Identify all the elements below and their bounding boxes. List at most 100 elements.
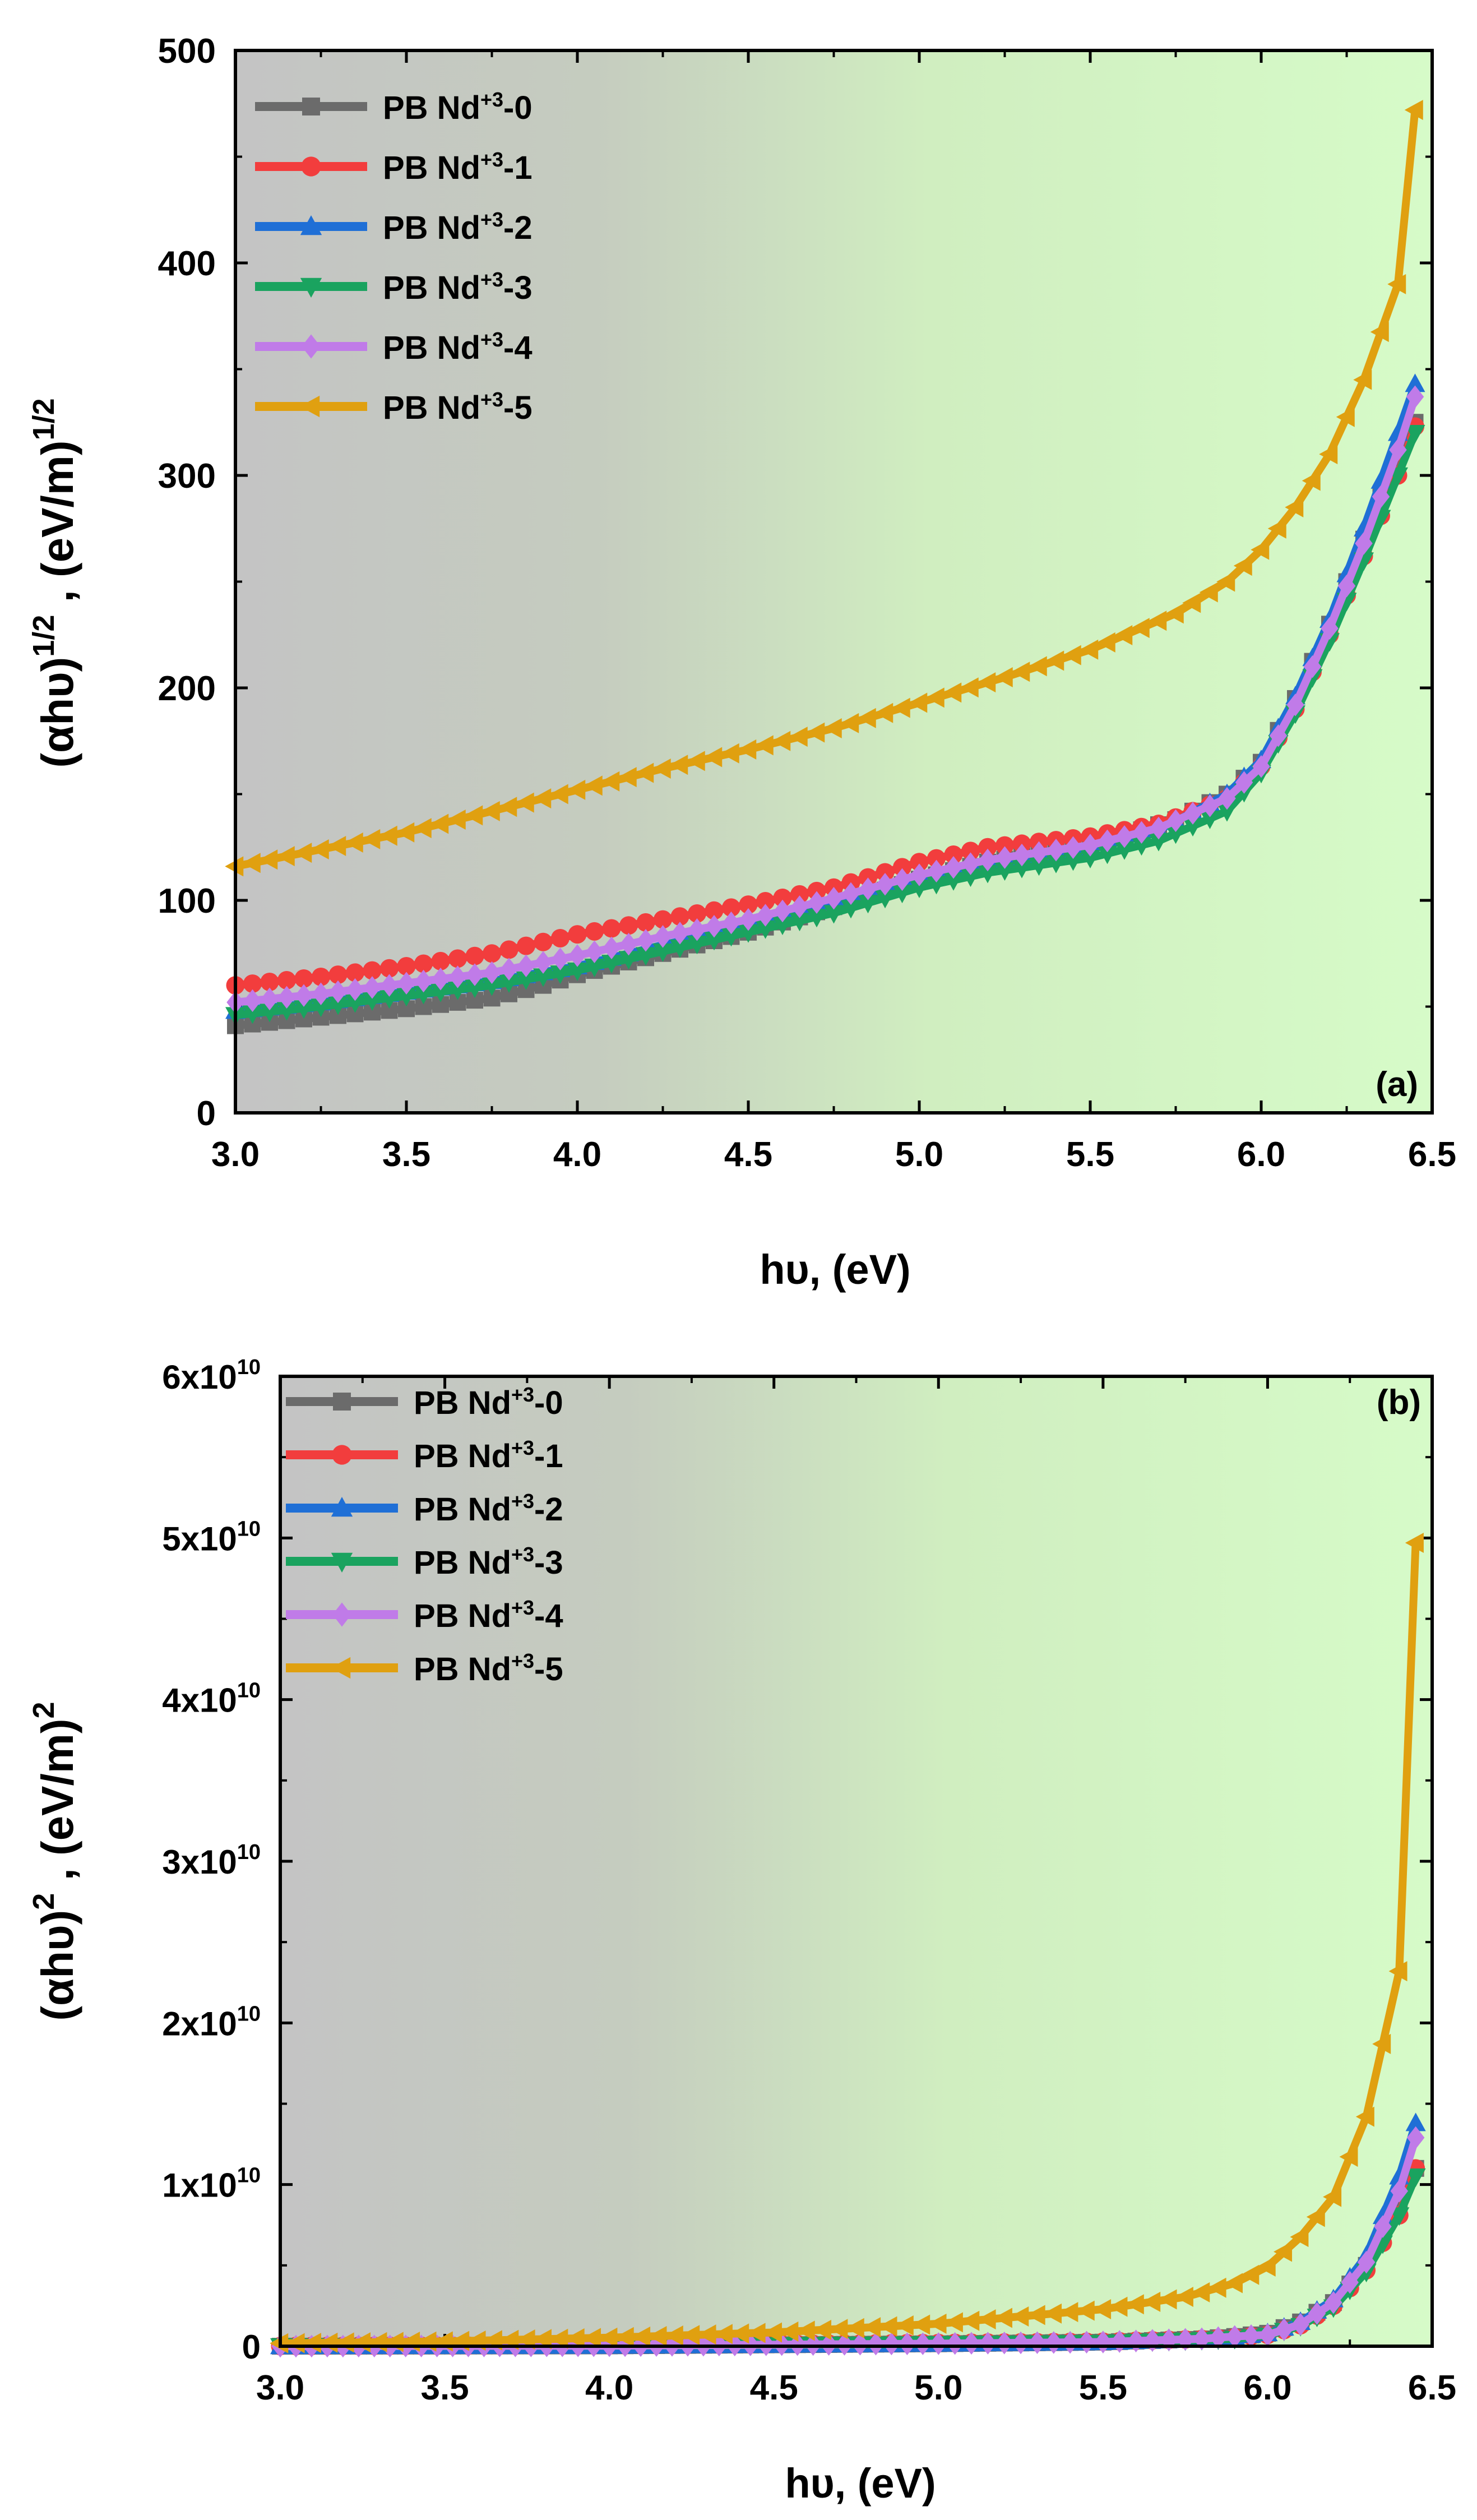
data-point — [431, 951, 450, 970]
data-point — [1063, 852, 1084, 871]
data-point — [414, 954, 433, 973]
data-point — [635, 762, 654, 783]
data-point — [808, 891, 826, 914]
data-point — [380, 959, 399, 978]
data-point — [875, 890, 895, 909]
data-point — [1275, 2318, 1293, 2341]
data-point — [243, 989, 262, 1012]
data-point — [927, 849, 946, 868]
data-point — [993, 2308, 1012, 2328]
data-point — [961, 2310, 980, 2331]
data-point — [670, 907, 689, 926]
data-point — [549, 784, 568, 804]
data-point — [1148, 611, 1167, 631]
data-point — [1184, 802, 1202, 825]
data-point — [1028, 2331, 1047, 2354]
legend-label: PB Nd+3-5 — [414, 1649, 563, 1687]
series-5 — [225, 100, 1423, 877]
data-point — [584, 958, 605, 977]
data-point — [893, 868, 911, 891]
data-point — [379, 990, 400, 1009]
legend-item: PB Nd+3-5 — [286, 1649, 563, 1687]
data-point — [1114, 841, 1135, 860]
data-point — [312, 967, 330, 986]
data-point — [1193, 2327, 1211, 2350]
y-tick-label: 500 — [158, 32, 216, 71]
data-point — [1080, 639, 1099, 660]
data-point — [464, 805, 483, 826]
data-point — [346, 978, 364, 1001]
data-point — [1308, 2302, 1326, 2325]
data-point — [380, 974, 399, 997]
data-point — [738, 924, 758, 943]
data-point — [1341, 2271, 1359, 2294]
data-point — [585, 922, 604, 941]
legend-swatch-marker — [332, 1602, 351, 1627]
data-point — [654, 925, 672, 948]
data-point — [1325, 2291, 1342, 2314]
legend: PB Nd+3-0 PB Nd+3-1 PB Nd+3-2 PB Nd+3-3 PB N… — [255, 88, 533, 426]
data-point — [1405, 2112, 1426, 2131]
data-point — [774, 899, 791, 923]
data-point — [1080, 849, 1100, 868]
data-point — [819, 2333, 838, 2356]
data-point — [1209, 2326, 1228, 2349]
data-point — [914, 2332, 932, 2355]
x-tick-label: 4.0 — [585, 2369, 633, 2407]
data-point — [465, 946, 484, 965]
x-tick-label: 6.5 — [1408, 1135, 1456, 1174]
data-point — [841, 900, 861, 919]
legend: PB Nd+3-0 PB Nd+3-1 PB Nd+3-2 PB Nd+3-3 PB N… — [286, 1383, 563, 1687]
x-tick-label: 5.5 — [1066, 1135, 1114, 1174]
data-point — [363, 961, 382, 980]
y-tick-label: 0 — [197, 1094, 216, 1133]
data-point — [1355, 2106, 1374, 2127]
data-point — [603, 936, 621, 960]
data-point — [961, 852, 980, 875]
y-tick-label: 2x1010 — [162, 2002, 261, 2042]
data-point — [1216, 571, 1235, 592]
data-point — [1233, 556, 1252, 576]
data-point — [721, 928, 742, 947]
data-point — [1323, 2186, 1342, 2207]
data-point — [1372, 485, 1390, 508]
data-point — [996, 846, 1014, 869]
data-point — [823, 905, 844, 924]
data-point — [705, 901, 724, 920]
data-point — [946, 2332, 964, 2355]
data-point — [1081, 834, 1099, 857]
panel-b: 3.0 3.5 4.0 4.5 5.0 5.5 6.0 6.5 0 1x1010 2x1010 3x1… — [27, 1356, 1456, 2507]
data-point — [1200, 810, 1220, 829]
x-tick-label: 3.5 — [420, 2369, 469, 2407]
data-point — [910, 863, 928, 886]
data-point — [615, 2327, 634, 2347]
data-point — [1092, 2299, 1112, 2319]
data-point — [1387, 274, 1406, 294]
data-point — [705, 914, 723, 938]
data-point — [465, 979, 485, 998]
data-point — [517, 936, 535, 955]
data-point — [1010, 2306, 1029, 2327]
data-point — [1182, 593, 1201, 613]
data-point — [671, 922, 689, 945]
data-point — [804, 2333, 822, 2356]
data-point — [796, 2320, 815, 2341]
data-point — [632, 2326, 651, 2347]
data-point — [1062, 645, 1081, 665]
data-point — [498, 797, 517, 817]
data-point — [599, 2327, 618, 2348]
data-point — [944, 845, 963, 864]
data-point — [874, 702, 893, 723]
data-point — [413, 818, 432, 839]
data-point — [772, 730, 791, 751]
data-point — [1114, 625, 1133, 646]
x-tick-label: 5.0 — [914, 2369, 962, 2407]
data-point — [807, 881, 826, 900]
legend-label: PB Nd+3-2 — [383, 208, 533, 246]
legend-swatch-marker — [302, 98, 320, 115]
data-point — [515, 792, 534, 813]
data-point — [882, 2332, 901, 2356]
data-point — [549, 2328, 568, 2349]
legend-item: PB Nd+3-1 — [286, 1436, 563, 1474]
